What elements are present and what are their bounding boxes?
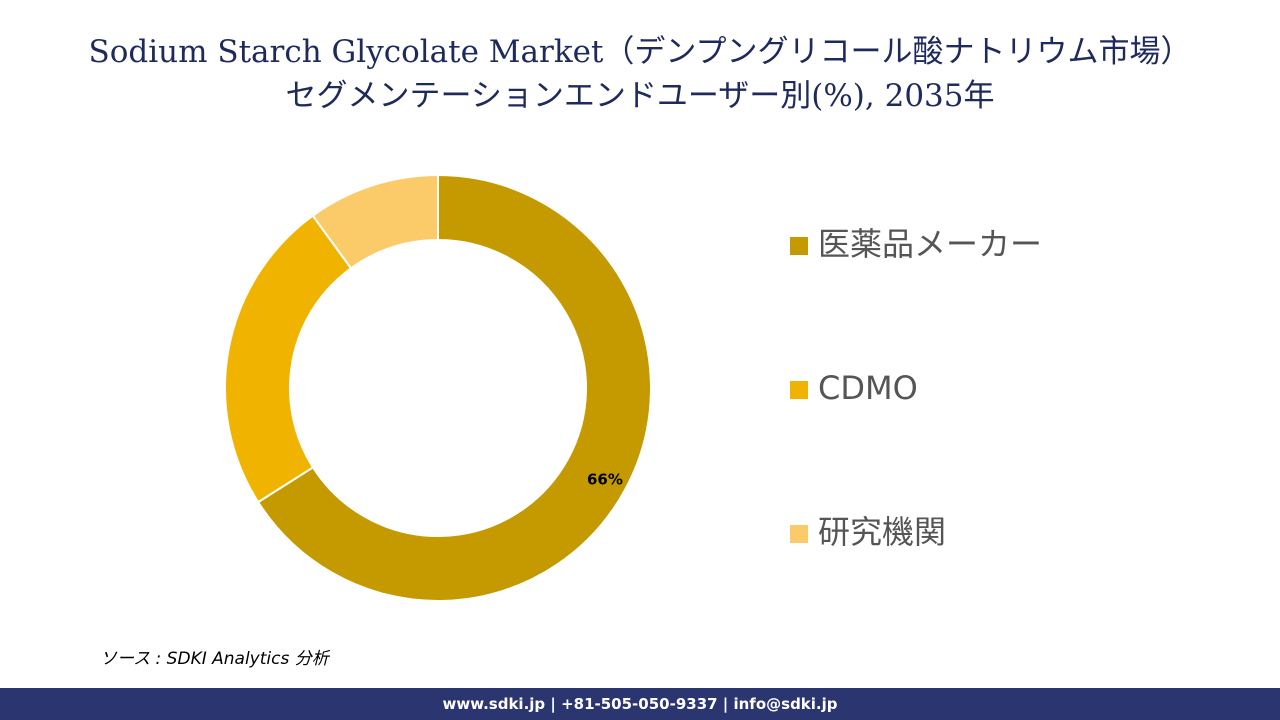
donut-segment — [311, 173, 439, 270]
legend-label: 医薬品メーカー — [818, 225, 1042, 263]
donut-segment — [256, 173, 652, 602]
legend-swatch — [790, 525, 808, 543]
plot: 66% 医薬品メーカー CDMO 研究機関 — [224, 173, 1042, 602]
chart-title: セグメンテーションエンドユーザー別(%), 2035年 — [285, 78, 994, 114]
legend-swatch — [790, 237, 808, 255]
footer-contact: www.sdki.jp | +81-505-050-9337 | info@sd… — [442, 695, 837, 714]
chart-title: Sodium Starch Glycolate Market（デンプングリコール… — [88, 34, 1191, 70]
source-note: ソース : SDKI Analytics 分析 — [100, 649, 331, 669]
donut-segment — [224, 214, 353, 504]
legend-label: 研究機関 — [818, 513, 946, 551]
footer-bar — [0, 688, 1280, 720]
legend-swatch — [790, 381, 808, 399]
legend-label: CDMO — [818, 369, 918, 407]
data-label: 66% — [587, 470, 623, 488]
